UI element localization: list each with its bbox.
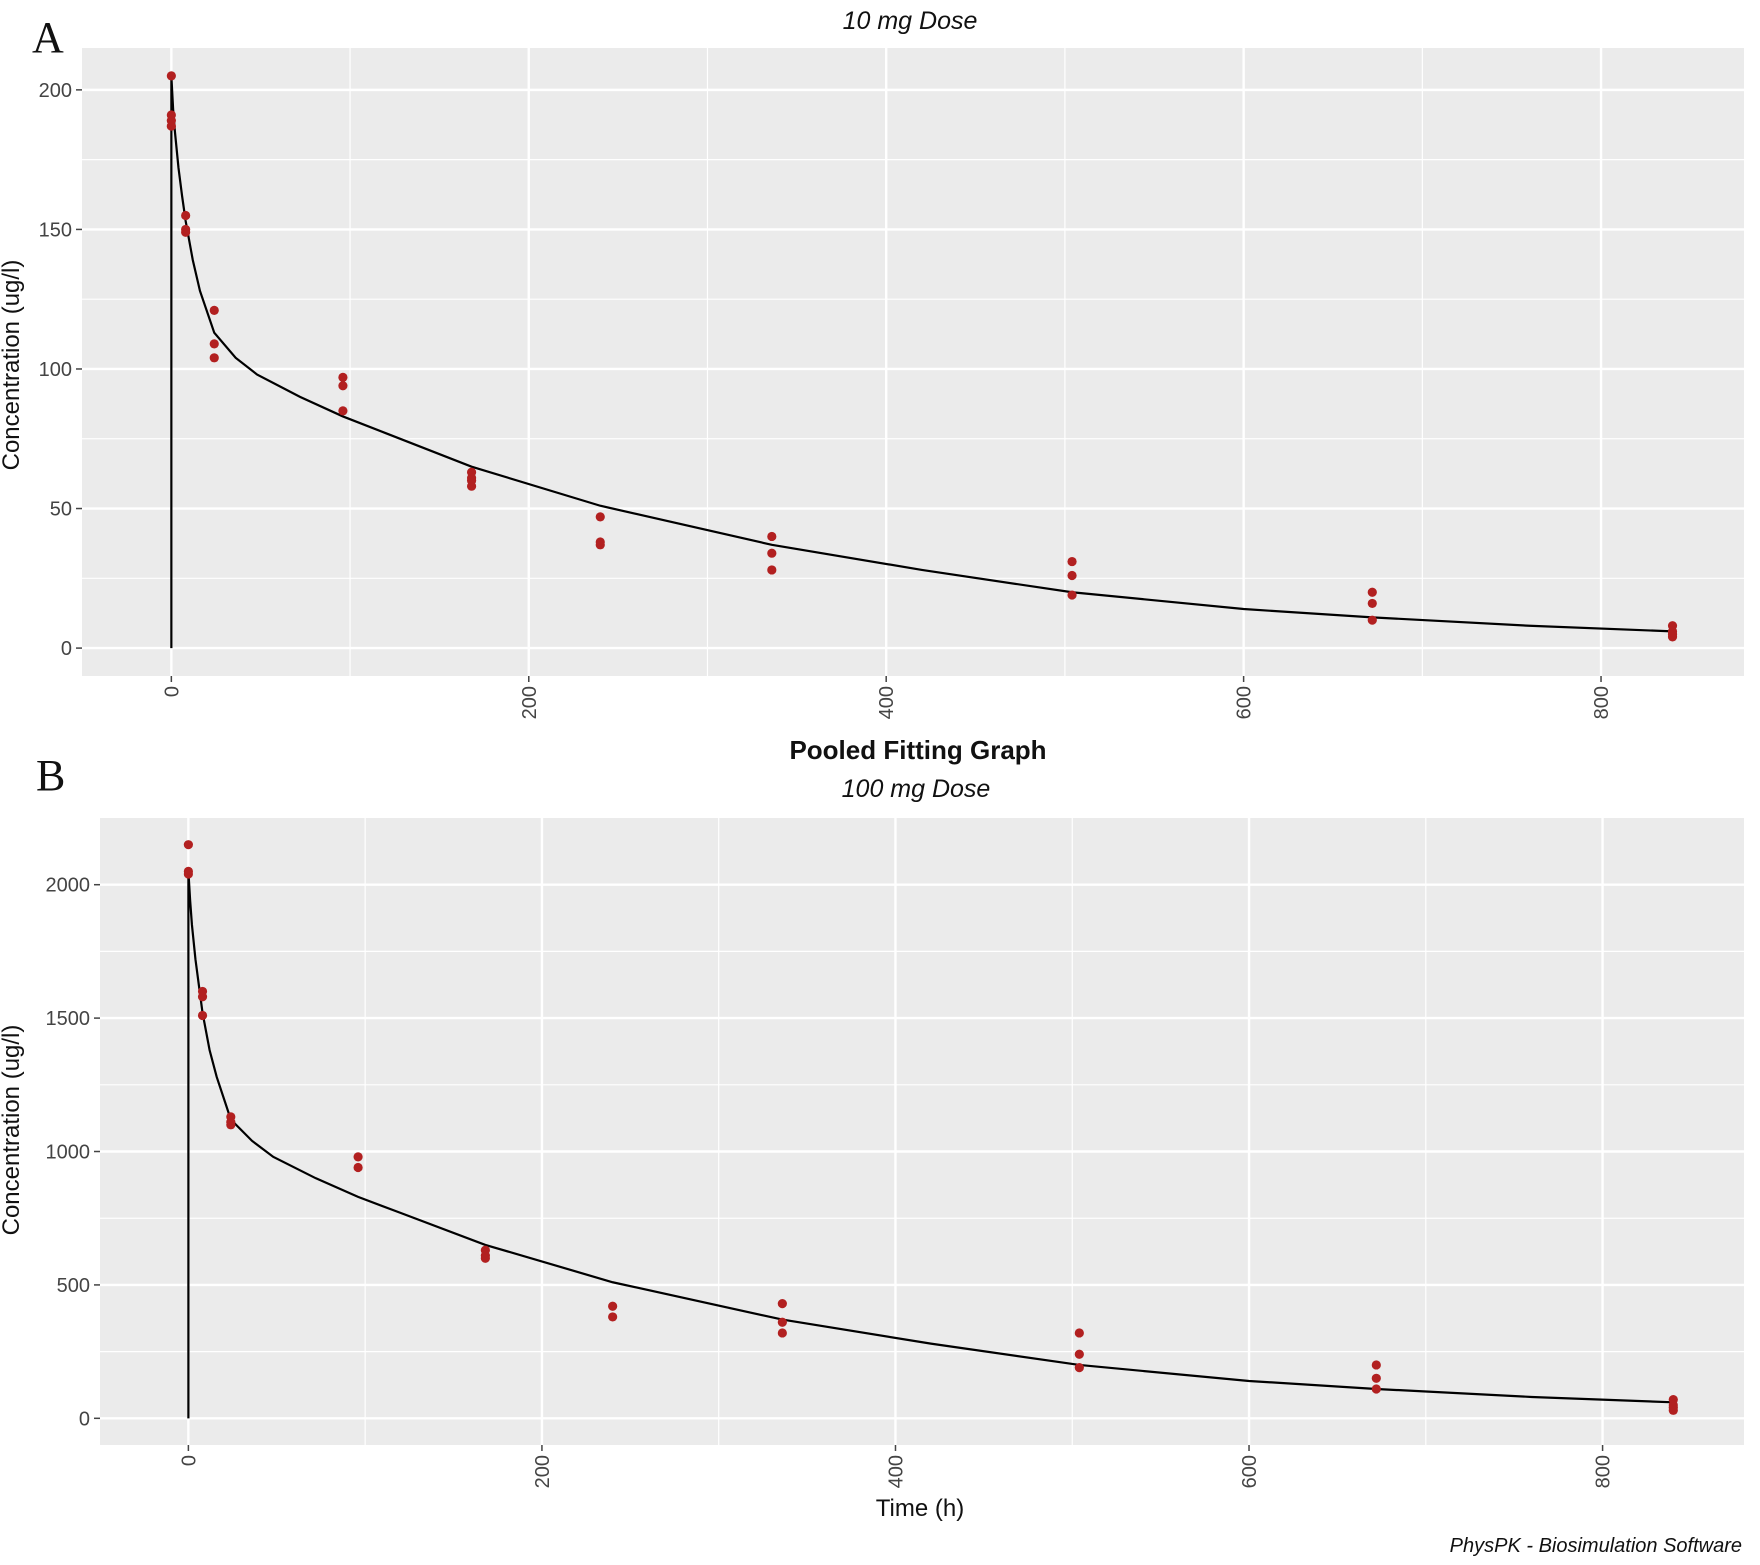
observation-point — [767, 548, 777, 558]
panel-a-gridlines — [82, 48, 1744, 676]
observation-point — [166, 121, 176, 131]
observation-point — [1667, 632, 1678, 642]
panel-a-y-axis-title: Concentration (ug/l) — [0, 260, 25, 471]
observation-point — [353, 1152, 363, 1162]
observation-point — [1067, 590, 1077, 600]
x-tick-label: 200 — [519, 686, 541, 719]
observation-point — [466, 481, 477, 491]
x-tick-label: 400 — [885, 1455, 907, 1488]
observation-point — [1367, 587, 1377, 597]
observation-point — [608, 1301, 618, 1311]
x-tick-label: 0 — [178, 1455, 200, 1466]
panel-a-y-tick-labels: 0 50 100 150 200 — [39, 80, 82, 660]
observation-point — [777, 1317, 787, 1327]
panel-a-x-tick-labels: 0 200 400 600 800 — [161, 676, 1613, 719]
observation-point — [181, 227, 191, 237]
observation-point — [166, 71, 176, 81]
observation-point — [608, 1312, 618, 1322]
panel-a: A 10 mg Dose 0 200 400 600 800 050100150200 … — [0, 7, 1744, 719]
observation-point — [595, 540, 605, 550]
x-tick-label: 800 — [1591, 686, 1613, 719]
y-tick-label: 150 — [39, 219, 72, 241]
x-tick-label: 200 — [532, 1455, 554, 1488]
panel-b-x-tick-labels: 0 200 400 600 800 — [178, 1445, 1615, 1488]
observation-point — [209, 353, 219, 363]
observation-point — [181, 210, 191, 221]
y-tick-label: 500 — [57, 1275, 90, 1297]
observation-point — [338, 381, 348, 391]
fit-curve — [187, 871, 1674, 1419]
observation-point — [197, 1010, 208, 1021]
panel-b-y-axis-title: Concentration (ug/l) — [0, 1025, 25, 1236]
y-tick-label: 2000 — [46, 875, 91, 897]
observation-point — [767, 531, 777, 542]
y-tick-label: 50 — [50, 499, 72, 521]
observation-point — [777, 1298, 787, 1309]
panel-a-observation-points — [166, 71, 1678, 642]
observation-point — [480, 1253, 490, 1263]
observation-point — [1067, 556, 1077, 567]
panel-a-fit-curve-group — [170, 75, 1673, 649]
panel-letter-b: B — [36, 751, 65, 800]
observation-point — [1367, 598, 1377, 609]
observation-point — [777, 1328, 787, 1338]
observation-point — [1067, 570, 1077, 581]
x-tick-label: 600 — [1234, 686, 1256, 719]
observation-point — [1074, 1328, 1084, 1338]
observation-point — [767, 565, 777, 575]
x-tick-label: 400 — [876, 686, 898, 719]
panel-b-plot-background — [100, 818, 1744, 1445]
observation-point — [209, 339, 219, 349]
panel-b-title: Pooled Fitting Graph — [789, 735, 1046, 765]
x-tick-label: 800 — [1593, 1455, 1615, 1488]
observation-point — [1074, 1349, 1084, 1359]
fit-curve — [170, 75, 1673, 649]
observation-point — [1074, 1363, 1084, 1373]
panel-b-observation-points — [183, 840, 1678, 1415]
observation-point — [1371, 1360, 1381, 1370]
y-tick-label: 200 — [39, 80, 72, 102]
panel-b: B Pooled Fitting Graph 100 mg Dose 0 200 4… — [0, 735, 1744, 1522]
y-tick-label: 100 — [39, 359, 72, 381]
panel-letter-a: A — [32, 13, 64, 62]
y-tick-label: 0 — [61, 638, 72, 660]
observation-point — [197, 992, 208, 1002]
observation-point — [209, 305, 219, 315]
observation-point — [1371, 1373, 1381, 1383]
x-tick-label: 600 — [1239, 1455, 1261, 1488]
observation-point — [338, 406, 348, 416]
observation-point — [1367, 615, 1377, 625]
panel-b-gridlines — [100, 818, 1744, 1445]
panel-b-y-tick-labels: 0 500 1000 1500 2000 — [46, 875, 100, 1430]
observation-point — [183, 869, 193, 879]
y-tick-label: 1500 — [46, 1008, 91, 1030]
y-tick-label: 0 — [79, 1408, 90, 1430]
panel-a-plot-background — [82, 48, 1744, 676]
observation-point — [353, 1162, 363, 1173]
observation-point — [1668, 1405, 1678, 1415]
software-caption: PhysPK - Biosimulation Software — [1450, 1535, 1742, 1557]
observation-point — [338, 372, 348, 382]
observation-point — [226, 1120, 236, 1130]
x-tick-label: 0 — [161, 686, 183, 697]
panel-b-subtitle: 100 mg Dose — [842, 775, 991, 803]
panel-a-subtitle: 10 mg Dose — [843, 7, 978, 35]
observation-point — [595, 512, 605, 522]
observation-point — [183, 840, 193, 850]
panel-b-fit-curve-group — [187, 871, 1674, 1419]
observation-point — [1371, 1384, 1381, 1394]
panel-b-x-axis-title: Time (h) — [876, 1495, 964, 1522]
y-tick-label: 1000 — [46, 1142, 91, 1164]
